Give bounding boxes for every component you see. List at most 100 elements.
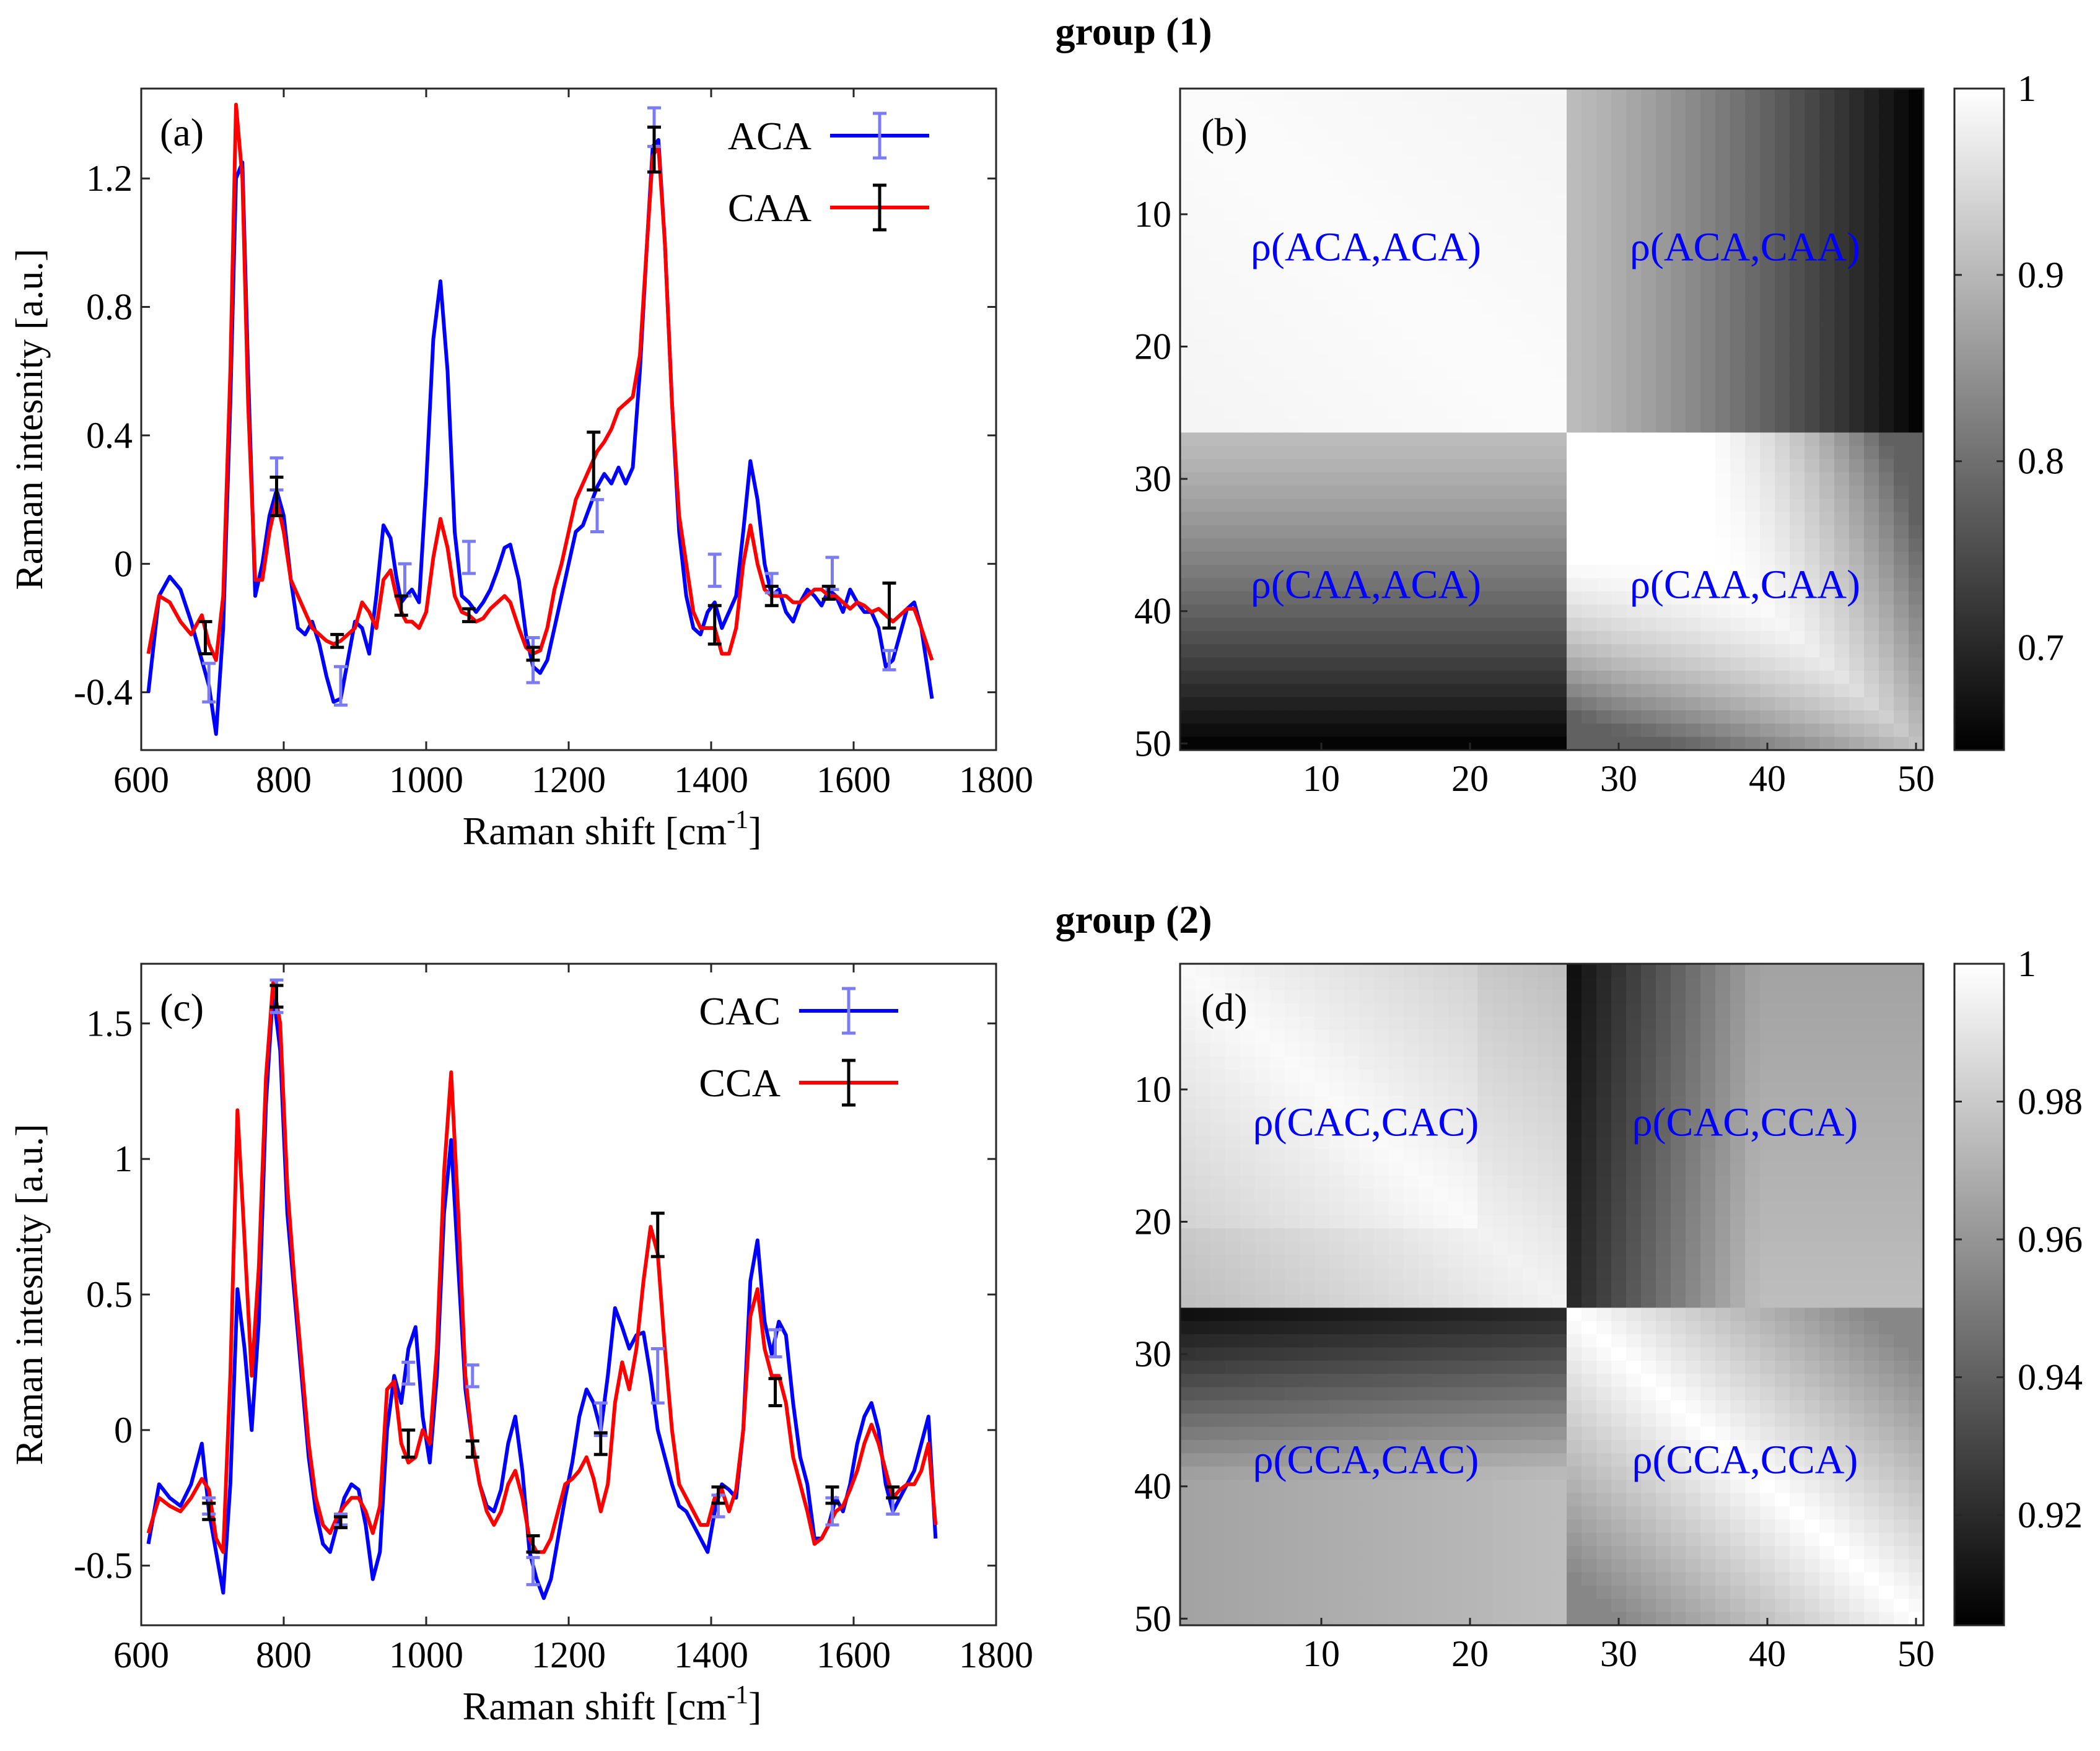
heatmap-cell xyxy=(1626,1308,1642,1322)
heatmap-cell xyxy=(1864,736,1879,751)
heatmap-cell xyxy=(1195,538,1210,552)
heatmap-cell xyxy=(1403,605,1419,618)
heatmap-cell xyxy=(1582,234,1597,248)
heatmap-cell xyxy=(1388,564,1404,579)
heatmap-cell xyxy=(1909,353,1924,367)
heatmap-cell xyxy=(1626,1519,1642,1534)
heatmap-cell xyxy=(1909,977,1924,991)
heatmap-cell xyxy=(1240,1122,1255,1137)
heatmap-cell xyxy=(1596,1096,1612,1110)
heatmap-cell xyxy=(1834,1043,1850,1057)
heatmap-cell xyxy=(1299,1334,1315,1348)
heatmap-cell xyxy=(1864,1453,1879,1467)
heatmap-cell xyxy=(1760,697,1775,711)
heatmap-cell xyxy=(1745,538,1761,552)
heatmap-cell xyxy=(1195,499,1210,513)
heatmap-cell xyxy=(1760,419,1775,433)
heatmap-cell xyxy=(1775,1268,1790,1282)
heatmap-cell xyxy=(1656,393,1671,407)
heatmap-cell xyxy=(1834,578,1850,592)
heatmap-cell xyxy=(1254,631,1270,645)
heatmap-cell xyxy=(1686,459,1701,473)
heatmap-cell xyxy=(1894,990,1909,1004)
heatmap-cell xyxy=(1879,102,1894,116)
heatmap-cell xyxy=(1626,1069,1642,1083)
heatmap-cell xyxy=(1879,977,1894,991)
heatmap-cell xyxy=(1686,1295,1701,1308)
heatmap-cell xyxy=(1567,605,1582,618)
heatmap-frame xyxy=(1179,87,1925,751)
heatmap-cell xyxy=(1596,657,1612,671)
heatmap-cell xyxy=(1403,234,1419,248)
heatmap-cell xyxy=(1240,260,1255,274)
heatmap-cell xyxy=(1641,591,1656,605)
heatmap-cell xyxy=(1790,1215,1805,1229)
heatmap-cell xyxy=(1388,964,1404,977)
heatmap-cell xyxy=(1344,644,1359,658)
heatmap-cell xyxy=(1522,194,1538,208)
heatmap-cell xyxy=(1700,670,1716,684)
heatmap-cell xyxy=(1329,564,1344,579)
heatmap-cell xyxy=(1745,353,1761,367)
heatmap-cell xyxy=(1700,89,1716,102)
heatmap-cell xyxy=(1344,990,1359,1004)
heatmap-cell xyxy=(1819,485,1835,499)
heatmap-cell xyxy=(1626,657,1642,671)
heatmap-cell xyxy=(1537,141,1552,155)
heatmap-cell xyxy=(1522,1175,1538,1189)
heatmap-cell xyxy=(1626,393,1642,407)
heatmap-cell xyxy=(1864,990,1879,1004)
heatmap-cell xyxy=(1849,1334,1865,1348)
heatmap-cell xyxy=(1760,1466,1775,1480)
heatmap-cell xyxy=(1195,1254,1210,1268)
heatmap-cell xyxy=(1254,1334,1270,1348)
heatmap-cell xyxy=(1373,1308,1389,1322)
heatmap-cell xyxy=(1656,287,1671,301)
heatmap-cell xyxy=(1700,1109,1716,1123)
heatmap-cell xyxy=(1582,977,1597,991)
heatmap-cell xyxy=(1418,1083,1433,1097)
heatmap-cell xyxy=(1567,644,1582,658)
heatmap-cell xyxy=(1299,1480,1315,1493)
heatmap-cell xyxy=(1225,512,1240,526)
heatmap-cell xyxy=(1715,353,1731,367)
heatmap-cell xyxy=(1552,194,1567,208)
heatmap-cell xyxy=(1596,1413,1612,1428)
heatmap-cell xyxy=(1240,1043,1255,1057)
heatmap-cell xyxy=(1418,432,1433,447)
heatmap-cell xyxy=(1641,485,1656,499)
heatmap-cell xyxy=(1210,1374,1225,1388)
heatmap-cell xyxy=(1403,564,1419,579)
heatmap-cell xyxy=(1388,1295,1404,1308)
heatmap-cell xyxy=(1463,964,1478,977)
heatmap-cell xyxy=(1656,313,1671,328)
heatmap-cell xyxy=(1805,1003,1820,1018)
heatmap-cell xyxy=(1760,1413,1775,1428)
heatmap-cell xyxy=(1552,1215,1567,1229)
heatmap-cell xyxy=(1834,181,1850,195)
heatmap-cell xyxy=(1254,353,1270,367)
heatmap-cell xyxy=(1269,1466,1285,1480)
heatmap-cell xyxy=(1715,1135,1731,1150)
heatmap-cell xyxy=(1775,499,1790,513)
heatmap-cell xyxy=(1344,234,1359,248)
heatmap-cell xyxy=(1195,1135,1210,1150)
heatmap-cell xyxy=(1864,1162,1879,1176)
heatmap-cell xyxy=(1492,419,1508,433)
heatmap-cell xyxy=(1864,459,1879,473)
heatmap-cell xyxy=(1463,1268,1478,1282)
heatmap-cell xyxy=(1894,194,1909,208)
heatmap-cell xyxy=(1745,419,1761,433)
heatmap-cell xyxy=(1373,670,1389,684)
heatmap-cell xyxy=(1537,287,1552,301)
heatmap-cell xyxy=(1596,221,1612,235)
heatmap-cell xyxy=(1210,1387,1225,1401)
heatmap-cell xyxy=(1477,313,1493,328)
heatmap-cell xyxy=(1656,1334,1671,1348)
heatmap-cell xyxy=(1879,670,1894,684)
heatmap-cell xyxy=(1730,102,1746,116)
heatmap-cell xyxy=(1730,1439,1746,1454)
heatmap-cell xyxy=(1671,1109,1686,1123)
heatmap-cell xyxy=(1299,1122,1315,1137)
heatmap-cell xyxy=(1775,551,1790,565)
